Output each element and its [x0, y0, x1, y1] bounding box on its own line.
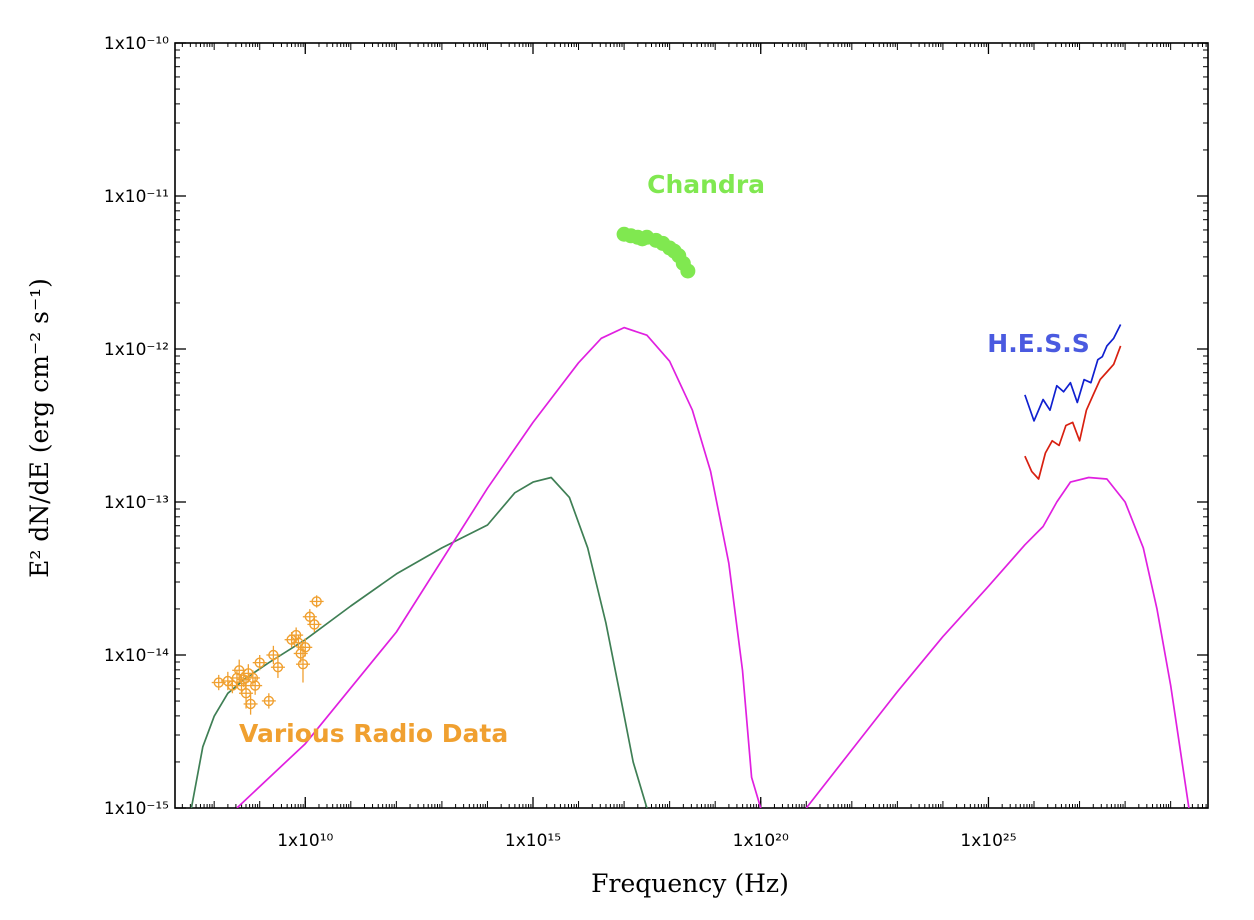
x-axis-title: Frequency (Hz) [591, 869, 789, 898]
y-tick-label: 1x10⁻¹² [104, 340, 169, 360]
radio-point [266, 645, 281, 665]
magenta-inverse-compton-line [805, 476, 1190, 808]
y-tick-label: 1x10⁻¹⁰ [104, 34, 169, 54]
radio-point [243, 693, 258, 715]
radio-point [261, 693, 276, 709]
y-tick-label: 1x10⁻¹¹ [104, 187, 169, 207]
annotation-label: Various Radio Data [239, 719, 508, 748]
y-tick-label: 1x10⁻¹⁵ [104, 799, 169, 819]
radio-point [289, 627, 304, 643]
hess-red-line [1024, 345, 1122, 480]
radio-point [252, 655, 267, 671]
y-axis-title: E² dN/dE (erg cm⁻² s⁻¹) [25, 278, 54, 578]
plot-frame [174, 42, 1209, 809]
annotation-label: Chandra [647, 170, 765, 199]
radio-point [245, 670, 260, 686]
radio-point [270, 656, 285, 678]
major-ticks [175, 42, 1208, 809]
green-model-curve-line [190, 476, 648, 808]
x-tick-label: 1x10²⁵ [960, 831, 1016, 851]
radio-point [298, 638, 313, 657]
x-tick-label: 1x10¹⁵ [505, 831, 561, 851]
x-tick-label: 1x10²⁰ [733, 831, 789, 851]
radio-point [302, 609, 317, 625]
x-tick-labels: 1x10¹⁰ 1x10¹⁵ 1x10²⁰ 1x10²⁵ [277, 831, 1016, 851]
radio-point [248, 676, 263, 695]
x-tick-label: 1x10¹⁰ [277, 831, 333, 851]
model-curves [190, 324, 1190, 808]
y-tick-label: 1x10⁻¹⁴ [104, 646, 169, 666]
minor-ticks [175, 43, 1208, 808]
magenta-synchrotron-line [236, 326, 762, 808]
radio-point [309, 595, 324, 608]
annotations: Chandra H.E.S.S Various Radio Data [239, 170, 1090, 748]
annotation-label: H.E.S.S [987, 329, 1090, 358]
y-tick-labels: 1x10⁻¹⁰ 1x10⁻¹¹ 1x10⁻¹² 1x10⁻¹³ 1x10⁻¹⁴ 1x10⁻… [104, 34, 169, 819]
hess-blue-line [1024, 324, 1122, 422]
chandra-point [680, 263, 696, 279]
data-points [211, 226, 696, 715]
y-tick-label: 1x10⁻¹³ [104, 493, 169, 513]
